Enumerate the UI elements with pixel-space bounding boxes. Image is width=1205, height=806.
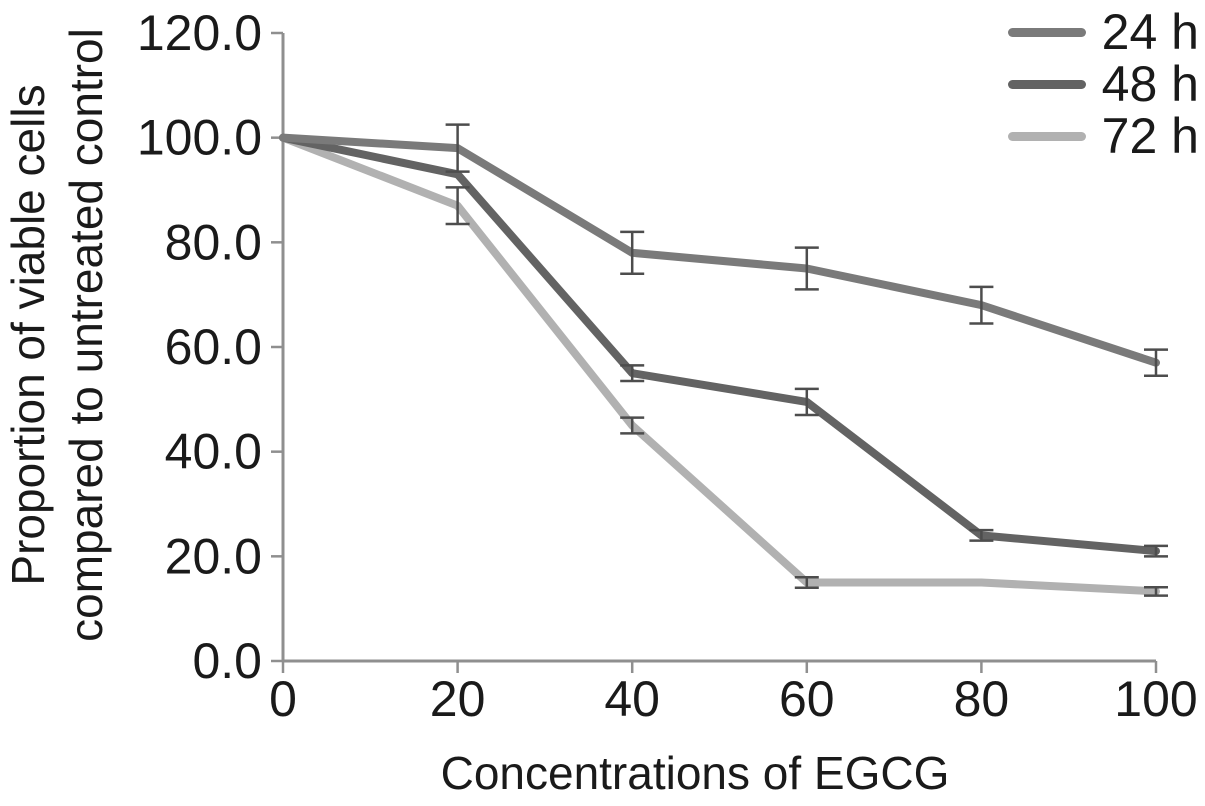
legend-swatch-72h (1007, 131, 1086, 141)
error-bar (445, 186, 470, 226)
error-bar (794, 246, 819, 291)
series-line-24-h (279, 133, 1160, 367)
y-axis-title-line1: Proportion of viable cells (2, 84, 54, 585)
error-bar (1144, 544, 1168, 558)
series-line-48-h (279, 133, 1160, 556)
y-tick-label: 80.0 (165, 214, 262, 270)
legend-swatch-24h (1007, 27, 1086, 37)
error-bar (969, 285, 994, 325)
y-tick-label: 100.0 (137, 110, 262, 166)
legend: 24 h 48 h 72 h (1007, 4, 1199, 164)
legend-item-72h: 72 h (1007, 108, 1199, 164)
y-tick-label: 0.0 (192, 633, 262, 689)
x-tick-label: 100 (1114, 671, 1197, 727)
error-bar (445, 123, 470, 173)
legend-label-48h: 48 h (1101, 56, 1199, 112)
legend-item-24h: 24 h (1007, 4, 1199, 60)
error-bar (1144, 585, 1168, 597)
error-bar (794, 576, 819, 589)
error-bar (620, 416, 645, 435)
error-bar (794, 387, 819, 417)
y-axis-title-line2: compared to untreated control (60, 28, 112, 642)
error-bar (1144, 348, 1168, 378)
y-tick-label: 40.0 (165, 424, 262, 480)
x-axis-title: Concentrations of EGCG (441, 747, 950, 799)
legend-label-24h: 24 h (1101, 4, 1199, 60)
y-tick-label: 60.0 (165, 319, 262, 375)
x-tick-label: 0 (269, 671, 297, 727)
legend-label-72h: 72 h (1101, 108, 1199, 164)
x-tick-label: 40 (604, 671, 660, 727)
y-tick-label: 20.0 (165, 528, 262, 584)
x-tick-label: 60 (779, 671, 835, 727)
legend-swatch-48h (1007, 79, 1086, 89)
x-tick-label: 20 (430, 671, 486, 727)
x-tick-label: 80 (954, 671, 1010, 727)
error-bar (969, 528, 994, 542)
error-bar (620, 230, 645, 275)
series-line-72-h (279, 133, 1160, 596)
plot-area: 0 20 40 60 80 100 0.0 20.0 40.0 60.0 80.0 100.0 120.… (137, 5, 1198, 727)
error-bar (620, 364, 645, 383)
y-tick-label: 120.0 (137, 5, 262, 61)
legend-item-48h: 48 h (1007, 56, 1199, 112)
